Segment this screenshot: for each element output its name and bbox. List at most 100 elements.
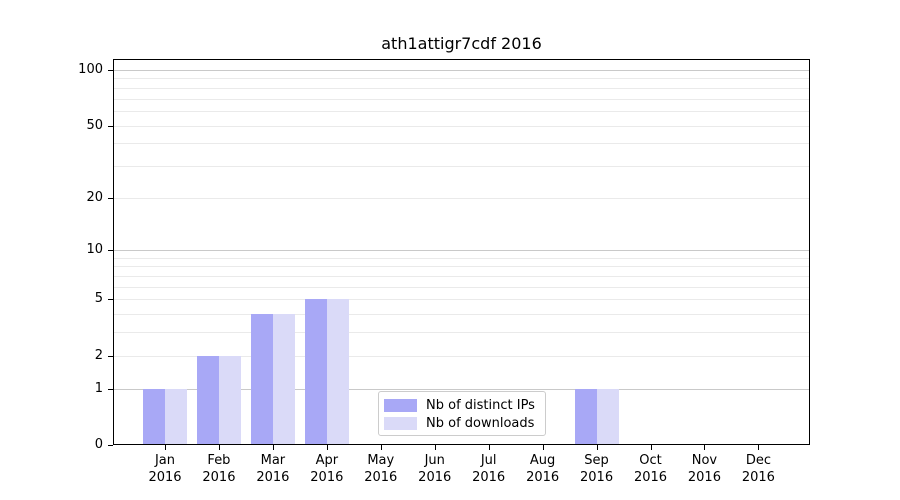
x-tick-label: Sep 2016 (570, 452, 624, 486)
x-tick (542, 445, 544, 450)
x-tick (704, 445, 706, 450)
gridline (114, 286, 809, 288)
x-tick-month: Dec (745, 453, 771, 468)
x-tick-month: Sep (584, 453, 609, 468)
y-tick-label: 100 (78, 62, 103, 77)
legend: Nb of distinct IPs Nb of downloads (378, 391, 546, 436)
bar-distinct-ips (304, 299, 327, 445)
plot-spines (113, 59, 810, 445)
x-tick-month: Feb (207, 453, 231, 468)
gridline (114, 276, 809, 278)
x-tick-label: Oct 2016 (624, 452, 678, 486)
legend-item: Nb of distinct IPs (384, 396, 540, 414)
legend-label: Nb of distinct IPs (426, 397, 535, 413)
y-tick-label: 5 (94, 291, 103, 307)
y-tick-label: 50 (86, 117, 103, 133)
bar-distinct-ips (574, 388, 597, 445)
x-tick-month: Jun (424, 453, 445, 468)
x-tick-year: 2016 (687, 470, 721, 485)
x-tick-year: 2016 (633, 470, 668, 485)
y-tick-label: 2 (94, 347, 103, 363)
x-tick-month: Jul (480, 453, 497, 468)
x-tick-year: 2016 (256, 470, 290, 485)
x-tick-label: Dec 2016 (731, 452, 785, 486)
y-tick (108, 250, 113, 252)
bar-downloads (218, 355, 241, 445)
x-tick-year: 2016 (741, 470, 775, 485)
legend-item: Nb of downloads (384, 414, 540, 432)
y-tick (108, 197, 113, 199)
gridline (114, 250, 809, 252)
x-tick-month: Mar (260, 453, 286, 468)
y-tick (108, 125, 113, 127)
x-tick-year: 2016 (580, 470, 614, 485)
x-tick-year: 2016 (418, 470, 452, 485)
gridline (114, 299, 809, 301)
x-tick (596, 445, 598, 450)
x-tick-year: 2016 (310, 470, 344, 485)
gridline (114, 110, 809, 112)
x-tick (650, 445, 652, 450)
x-tick-label: Mar 2016 (246, 452, 300, 486)
x-tick-label: May 2016 (354, 452, 408, 486)
legend-swatch-distinct-ips (384, 398, 417, 412)
gridline (114, 87, 809, 89)
x-tick-year: 2016 (202, 470, 236, 485)
y-tick (108, 70, 113, 71)
x-tick (380, 445, 382, 450)
gridline (114, 314, 809, 316)
bar-downloads (596, 388, 619, 445)
x-tick (165, 445, 166, 450)
x-tick (272, 445, 274, 450)
x-tick-month: Oct (639, 453, 662, 468)
gridline (114, 143, 809, 145)
x-tick-month: Aug (529, 453, 556, 468)
gridline (114, 257, 809, 259)
gridline (114, 197, 809, 199)
x-tick-label: Jan 2016 (138, 452, 192, 486)
x-tick-label: Jul 2016 (462, 452, 516, 486)
x-tick-month: Apr (315, 453, 339, 468)
bar-downloads (326, 299, 349, 445)
x-tick-label: Aug 2016 (516, 452, 570, 486)
legend-swatch-downloads (384, 416, 417, 430)
y-tick (108, 355, 113, 357)
x-tick (434, 445, 436, 450)
chart-title: ath1attigr7cdf 2016 (381, 34, 542, 53)
x-tick-month: May (367, 453, 395, 468)
x-tick-year: 2016 (472, 470, 506, 485)
bar-downloads (165, 388, 187, 445)
x-tick (488, 445, 490, 450)
gridline (114, 125, 809, 127)
x-tick-label: Nov 2016 (677, 452, 731, 486)
legend-label: Nb of downloads (426, 415, 535, 431)
gridline (114, 355, 809, 357)
gridline (114, 266, 809, 268)
y-tick (108, 299, 113, 301)
bar-downloads (272, 314, 295, 445)
x-tick-year: 2016 (526, 470, 560, 485)
x-tick-month: Jan (154, 453, 176, 468)
bar-distinct-ips (143, 388, 165, 445)
x-tick-year: 2016 (148, 470, 182, 485)
gridline (114, 165, 809, 167)
y-tick-label: 20 (86, 189, 103, 205)
gridline (114, 78, 809, 80)
x-tick (758, 445, 760, 450)
x-tick-label: Apr 2016 (300, 452, 354, 486)
y-tick (108, 445, 113, 446)
x-tick-label: Feb 2016 (192, 452, 246, 486)
x-tick-label: Jun 2016 (408, 452, 462, 486)
gridline (114, 388, 809, 390)
gridline (114, 98, 809, 100)
x-tick (218, 445, 220, 450)
x-tick-year: 2016 (364, 470, 398, 485)
y-tick (108, 388, 113, 390)
bar-distinct-ips (250, 314, 273, 445)
gridline (114, 332, 809, 334)
x-tick (326, 445, 328, 450)
bar-distinct-ips (196, 355, 219, 445)
y-tick-label: 10 (86, 242, 103, 258)
x-tick-month: Nov (691, 453, 718, 468)
